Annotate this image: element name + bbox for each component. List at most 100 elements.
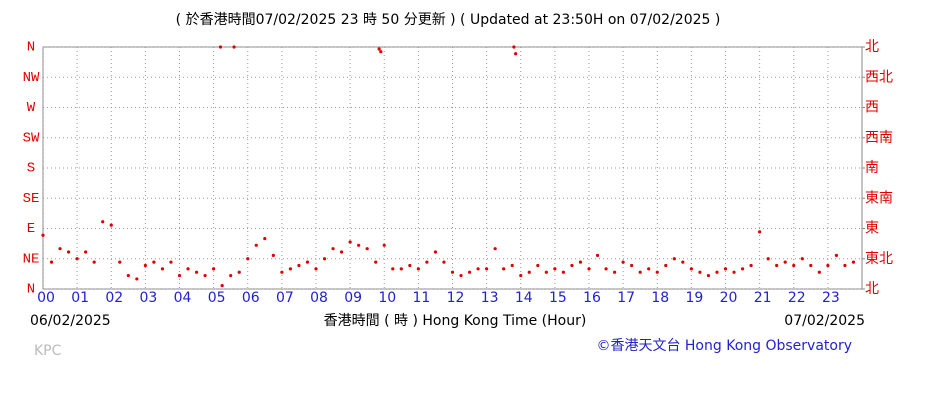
data-point bbox=[450, 270, 455, 274]
data-point bbox=[152, 260, 156, 264]
data-point bbox=[442, 260, 446, 264]
data-point bbox=[698, 270, 702, 274]
data-point bbox=[604, 267, 608, 271]
data-point bbox=[41, 233, 45, 237]
chart-title: ( 於香港時間07/02/2025 23 時 50 分更新 ) ( Update… bbox=[176, 12, 721, 28]
y2-tick-label: 南 bbox=[865, 160, 879, 176]
data-point bbox=[357, 243, 361, 247]
data-point bbox=[800, 257, 804, 261]
x-tick-label: 02 bbox=[105, 290, 123, 306]
data-point bbox=[493, 247, 497, 251]
data-point bbox=[348, 240, 352, 244]
y2-tick-label: 東 bbox=[865, 221, 879, 237]
y-tick-label: S bbox=[27, 161, 35, 177]
data-point bbox=[75, 257, 79, 261]
y-tick-label: N bbox=[27, 282, 35, 298]
x-tick-label: 06 bbox=[242, 290, 260, 306]
x-tick-label: 11 bbox=[412, 290, 430, 306]
y2-tick-label: 東北 bbox=[865, 251, 893, 267]
data-point bbox=[536, 263, 540, 268]
y2-tick-label: 西南 bbox=[865, 130, 893, 146]
data-point bbox=[783, 260, 787, 264]
data-point bbox=[218, 45, 223, 49]
data-point bbox=[84, 250, 88, 254]
x-tick-label: 23 bbox=[822, 290, 840, 306]
data-point bbox=[101, 220, 105, 224]
data-point bbox=[740, 267, 745, 271]
y-tick-label: E bbox=[27, 221, 35, 237]
x-tick-label: 17 bbox=[617, 290, 635, 306]
x-tick-label: 01 bbox=[71, 290, 89, 306]
y2-tick-label: 北 bbox=[865, 39, 879, 55]
data-point bbox=[186, 267, 190, 271]
data-point bbox=[681, 260, 685, 264]
data-point bbox=[689, 267, 693, 271]
data-point bbox=[851, 260, 856, 264]
x-tick-label: 19 bbox=[685, 290, 703, 306]
data-point bbox=[578, 260, 583, 264]
data-point bbox=[843, 263, 847, 268]
data-point bbox=[365, 247, 369, 251]
data-point bbox=[809, 263, 813, 268]
data-point bbox=[109, 223, 113, 227]
data-point bbox=[322, 257, 327, 261]
data-point bbox=[194, 270, 199, 274]
data-point bbox=[775, 263, 779, 268]
data-point bbox=[664, 263, 668, 268]
x-tick-label: 10 bbox=[378, 290, 396, 306]
data-point bbox=[425, 260, 429, 264]
x-tick-label: 03 bbox=[139, 290, 157, 306]
y-tick-label: SW bbox=[23, 130, 40, 146]
data-point bbox=[399, 267, 403, 271]
data-point bbox=[638, 270, 642, 274]
data-point bbox=[647, 267, 651, 271]
y-tick-label: W bbox=[27, 100, 36, 116]
data-point bbox=[792, 263, 796, 268]
data-point bbox=[391, 267, 395, 271]
data-point bbox=[612, 270, 617, 274]
data-point bbox=[263, 236, 267, 241]
data-point bbox=[408, 263, 412, 268]
y-tick-label: SE bbox=[23, 191, 40, 207]
data-point bbox=[382, 243, 386, 247]
data-point bbox=[732, 270, 736, 274]
y-tick-label: NW bbox=[23, 70, 40, 86]
data-point bbox=[514, 52, 518, 56]
x-tick-label: 15 bbox=[549, 290, 567, 306]
data-point bbox=[118, 260, 122, 264]
end-date: 07/02/2025 bbox=[784, 313, 865, 329]
y2-tick-label: 東南 bbox=[865, 190, 893, 206]
data-point bbox=[314, 267, 318, 271]
data-point bbox=[229, 273, 233, 278]
data-point bbox=[237, 270, 241, 274]
data-point bbox=[817, 270, 821, 274]
data-point bbox=[706, 273, 711, 278]
y-tick-label: NE bbox=[23, 251, 40, 267]
data-point bbox=[621, 260, 625, 264]
data-point bbox=[510, 263, 514, 268]
data-point bbox=[587, 267, 591, 271]
data-point bbox=[379, 50, 383, 54]
data-point bbox=[212, 267, 216, 271]
x-tick-label: 20 bbox=[720, 290, 738, 306]
data-point bbox=[143, 263, 147, 268]
data-point bbox=[177, 273, 182, 278]
y2-tick-label: 西 bbox=[865, 100, 879, 116]
x-tick-label: 07 bbox=[276, 290, 294, 306]
data-point bbox=[280, 270, 284, 274]
data-point bbox=[58, 247, 62, 251]
x-tick-label: 21 bbox=[754, 290, 772, 306]
data-point bbox=[672, 257, 676, 261]
data-point bbox=[92, 260, 96, 264]
data-point bbox=[595, 253, 600, 257]
data-point bbox=[467, 270, 472, 274]
x-tick-label: 18 bbox=[651, 290, 669, 306]
data-point bbox=[203, 273, 207, 278]
x-tick-label: 13 bbox=[481, 290, 499, 306]
y-tick-label: N bbox=[27, 40, 35, 56]
data-point bbox=[377, 47, 381, 51]
y2-tick-label: 北 bbox=[865, 281, 879, 297]
data-point bbox=[305, 260, 310, 264]
data-point bbox=[715, 270, 719, 274]
data-point bbox=[271, 253, 275, 257]
